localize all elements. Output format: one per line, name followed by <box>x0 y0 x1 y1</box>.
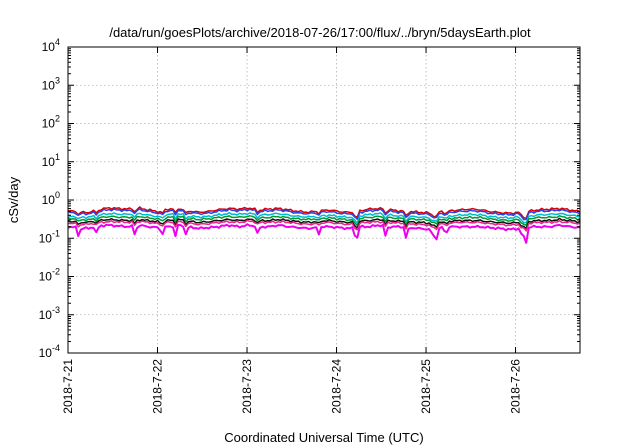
y-tick-label: 102 <box>42 114 60 131</box>
series-line <box>67 215 581 227</box>
y-tick-label: 10-1 <box>39 228 60 245</box>
chart-title: /data/run/goesPlots/archive/2018-07-26/1… <box>109 25 531 40</box>
x-tick-label: 2018-7-21 <box>61 359 75 414</box>
x-tick-label: 2018-7-24 <box>330 359 344 414</box>
series-line <box>67 219 581 232</box>
x-tick-label: 2018-7-22 <box>151 359 165 414</box>
grid-lines <box>68 47 580 353</box>
series-line <box>67 211 581 224</box>
x-axis-label: Coordinated Universal Time (UTC) <box>224 430 423 445</box>
y-tick-label: 10-2 <box>39 267 60 284</box>
y-tick-label: 103 <box>42 75 60 92</box>
x-tick-label: 2018-7-23 <box>240 359 254 414</box>
y-tick-label: 104 <box>42 37 60 54</box>
y-tick-label: 10-3 <box>39 305 60 322</box>
series-line <box>67 206 581 219</box>
series-line <box>67 223 581 244</box>
y-tick-label: 101 <box>42 152 60 169</box>
x-tick-label: 2018-7-25 <box>419 359 433 414</box>
y-axis-label: cSv/day <box>6 176 21 223</box>
x-tick-label: 2018-7-26 <box>509 359 523 414</box>
x-axis-ticks: 2018-7-21 2018-7-22 2018-7-23 2018-7-24 2018… <box>61 47 523 414</box>
series-line <box>67 217 581 230</box>
series-line <box>67 208 581 221</box>
y-tick-label: 100 <box>42 190 60 207</box>
y-tick-label: 10-4 <box>39 343 60 360</box>
series-group <box>67 206 581 244</box>
